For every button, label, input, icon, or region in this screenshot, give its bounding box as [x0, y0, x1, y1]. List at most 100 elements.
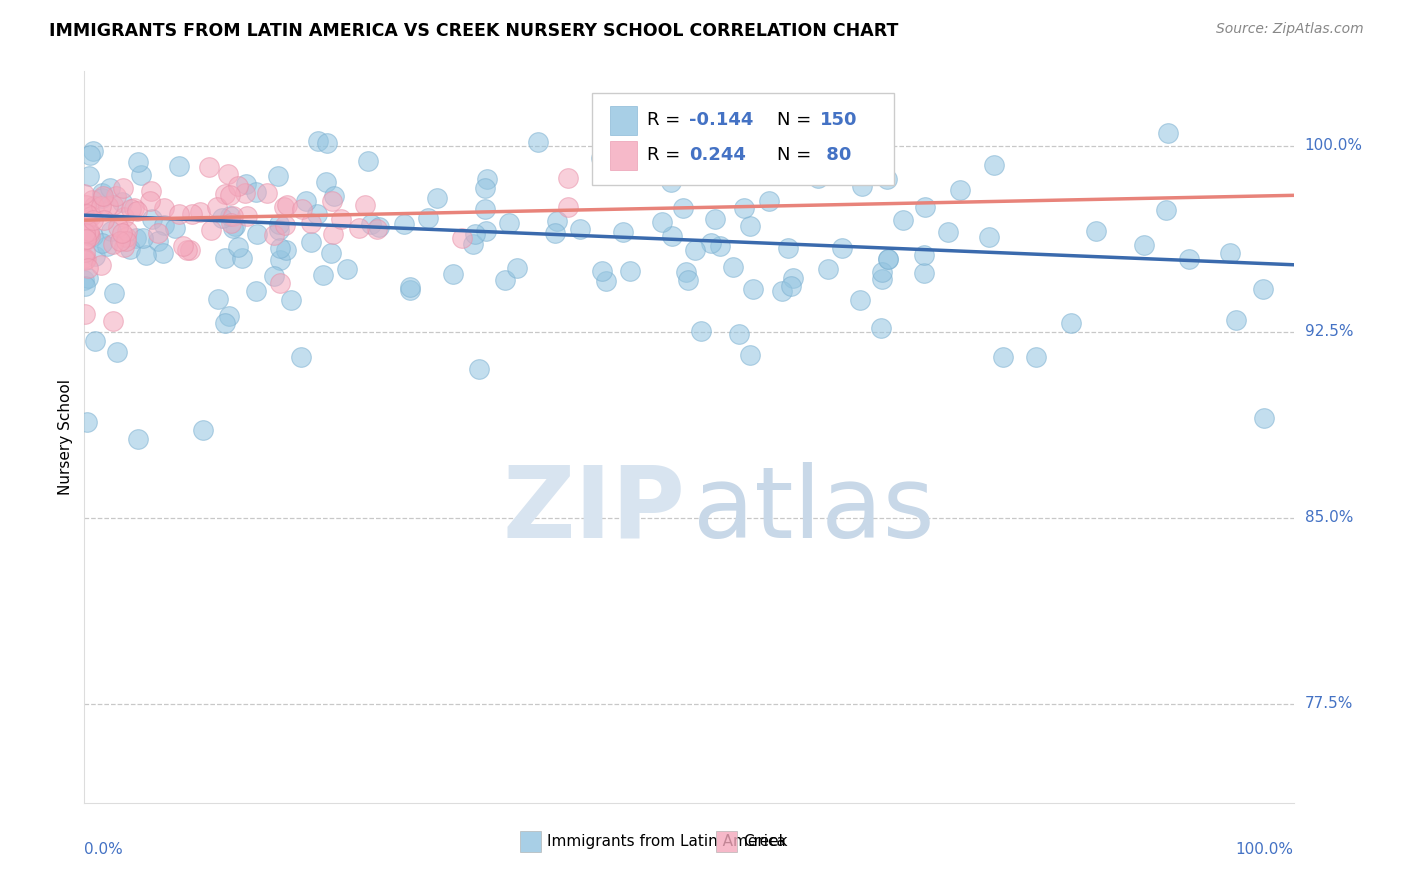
- Point: [474, 181, 496, 195]
- Point: [73, 251, 96, 265]
- Point: [741, 282, 763, 296]
- Point: [100, 224, 122, 238]
- Point: [294, 194, 316, 209]
- Point: [305, 207, 328, 221]
- Point: [993, 351, 1015, 365]
- Point: [619, 264, 641, 278]
- Point: [153, 218, 176, 232]
- Point: [73, 227, 96, 241]
- Point: [368, 219, 391, 234]
- Text: N =: N =: [778, 112, 811, 129]
- Point: [73, 252, 96, 267]
- Point: [426, 191, 449, 205]
- Point: [912, 266, 935, 280]
- Point: [84, 334, 107, 348]
- Point: [246, 227, 269, 242]
- Text: -0.144: -0.144: [689, 112, 754, 129]
- Point: [82, 193, 104, 207]
- Point: [1225, 312, 1247, 326]
- Point: [544, 227, 567, 241]
- Text: 0.0%: 0.0%: [84, 842, 124, 856]
- Point: [721, 260, 744, 274]
- Point: [870, 264, 893, 278]
- Point: [330, 212, 353, 227]
- Point: [75, 198, 97, 212]
- Point: [1133, 237, 1156, 252]
- Point: [90, 191, 112, 205]
- Point: [727, 327, 749, 342]
- Point: [672, 201, 695, 215]
- Text: 150: 150: [820, 112, 858, 129]
- Point: [1177, 252, 1199, 266]
- Text: Source: ZipAtlas.com: Source: ZipAtlas.com: [1216, 22, 1364, 37]
- Point: [269, 276, 291, 290]
- Point: [464, 227, 486, 241]
- Point: [115, 234, 138, 248]
- Text: 100.0%: 100.0%: [1305, 138, 1362, 153]
- Point: [214, 316, 236, 330]
- Point: [107, 220, 129, 235]
- Point: [468, 362, 491, 376]
- Point: [76, 227, 98, 241]
- Point: [1219, 245, 1241, 260]
- Point: [778, 241, 800, 255]
- Point: [733, 202, 755, 216]
- Point: [869, 320, 891, 334]
- Point: [222, 220, 245, 235]
- Point: [831, 241, 853, 255]
- Point: [659, 175, 682, 189]
- Point: [93, 213, 115, 227]
- Point: [73, 273, 96, 287]
- Point: [236, 209, 259, 223]
- Point: [77, 261, 100, 276]
- Point: [591, 151, 613, 165]
- Point: [75, 233, 97, 247]
- Point: [112, 240, 135, 254]
- Point: [269, 241, 291, 255]
- Point: [101, 314, 124, 328]
- Point: [347, 220, 370, 235]
- Point: [104, 189, 127, 203]
- Point: [80, 209, 103, 223]
- Point: [779, 279, 801, 293]
- Point: [983, 158, 1005, 172]
- Point: [167, 160, 190, 174]
- Point: [198, 160, 221, 174]
- Point: [765, 140, 787, 154]
- Point: [770, 285, 793, 299]
- Point: [977, 230, 1000, 244]
- Point: [912, 247, 935, 261]
- Point: [200, 223, 222, 237]
- Point: [1084, 224, 1107, 238]
- Point: [90, 199, 112, 213]
- Point: [276, 198, 298, 212]
- Point: [851, 179, 873, 194]
- Point: [709, 239, 731, 253]
- Point: [273, 218, 295, 232]
- Point: [111, 180, 134, 194]
- Point: [546, 213, 568, 227]
- Point: [817, 262, 839, 277]
- Point: [936, 225, 959, 239]
- Point: [280, 293, 302, 307]
- Text: R =: R =: [647, 146, 681, 164]
- Point: [891, 213, 914, 227]
- Point: [1156, 202, 1178, 217]
- Point: [139, 184, 162, 198]
- Text: atlas: atlas: [693, 462, 934, 558]
- Point: [82, 144, 104, 158]
- Point: [441, 267, 464, 281]
- Point: [785, 164, 807, 178]
- Point: [77, 227, 100, 241]
- Point: [876, 172, 898, 186]
- Point: [75, 245, 97, 260]
- Point: [214, 251, 236, 265]
- Point: [738, 348, 761, 362]
- Point: [83, 249, 105, 263]
- Point: [188, 205, 211, 219]
- Point: [700, 236, 723, 251]
- Point: [1253, 282, 1275, 296]
- Point: [101, 237, 124, 252]
- Point: [211, 211, 233, 225]
- Point: [181, 207, 204, 221]
